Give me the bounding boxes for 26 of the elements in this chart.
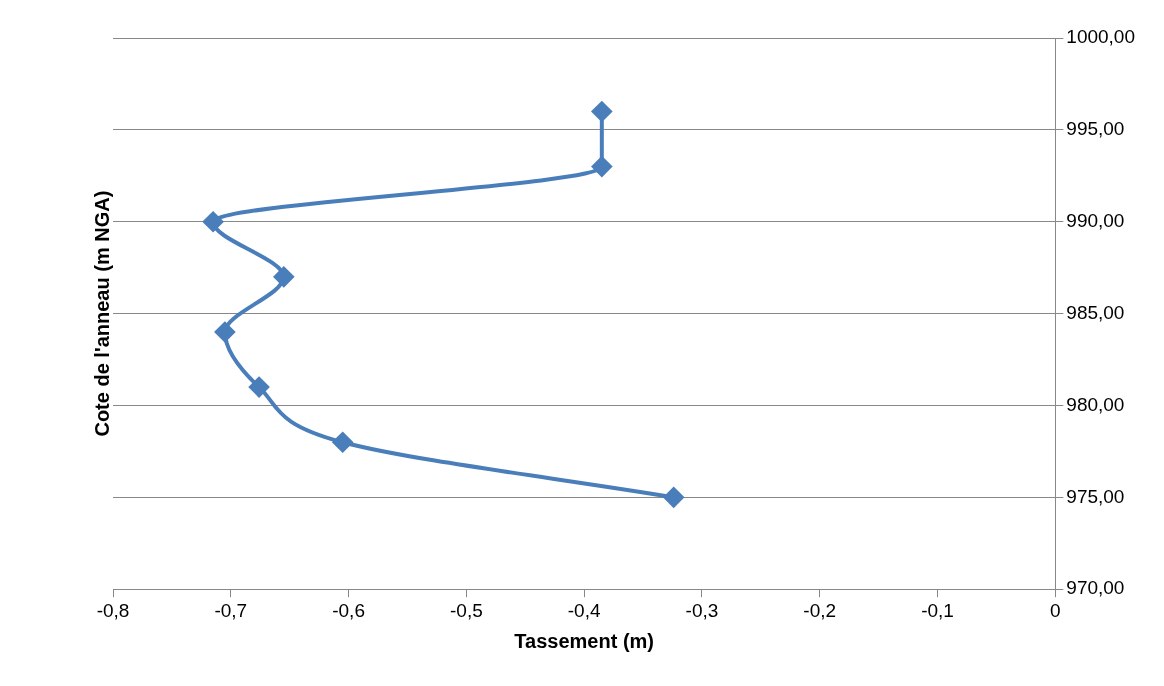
x-tick-label: -0,3 xyxy=(685,599,719,621)
point xyxy=(663,487,684,508)
y-tick-label: 970,00 xyxy=(1066,577,1125,599)
x-tick-label: -0,8 xyxy=(96,599,130,621)
y-tick-label: 995,00 xyxy=(1066,118,1125,140)
point xyxy=(591,156,612,177)
point xyxy=(249,377,270,398)
x-tick-label: -0,5 xyxy=(449,599,483,621)
y-tick-label: 980,00 xyxy=(1066,393,1125,415)
y-axis-title: Cote de l'anneau (m NGA) xyxy=(90,190,113,437)
y-tick-label: 990,00 xyxy=(1066,209,1125,231)
point xyxy=(332,432,353,453)
point xyxy=(273,266,294,287)
x-axis-title: Tassement (m) xyxy=(514,629,654,652)
y-tick-label: 985,00 xyxy=(1066,301,1125,323)
point xyxy=(203,211,224,232)
y-tick-label: 1000,00 xyxy=(1066,26,1136,48)
x-tick-label: -0,7 xyxy=(214,599,248,621)
y-tick-label: 975,00 xyxy=(1066,485,1125,507)
x-tick-label: 0 xyxy=(1050,599,1061,621)
point xyxy=(214,321,235,342)
x-tick-label: -0,6 xyxy=(332,599,365,621)
point xyxy=(591,101,612,122)
x-tick-label: -0,4 xyxy=(567,599,601,621)
x-tick-label: -0,1 xyxy=(921,599,954,621)
x-tick-label: -0,2 xyxy=(803,599,837,621)
